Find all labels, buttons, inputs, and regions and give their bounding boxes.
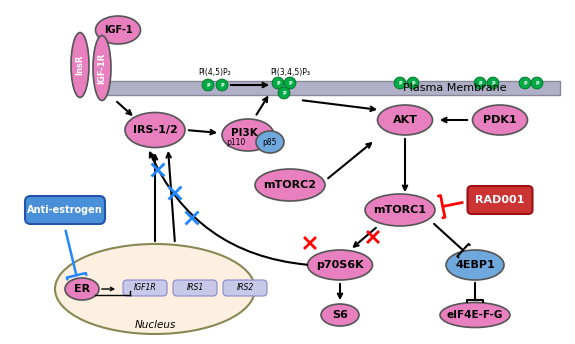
- Text: S6: S6: [332, 310, 348, 320]
- Circle shape: [407, 77, 419, 89]
- Text: P: P: [276, 80, 280, 86]
- Text: IRS2: IRS2: [236, 283, 254, 292]
- Text: P: P: [491, 80, 495, 86]
- Text: Plasma Membrane: Plasma Membrane: [403, 83, 507, 93]
- Ellipse shape: [440, 302, 510, 327]
- Text: P: P: [282, 90, 286, 96]
- Ellipse shape: [321, 304, 359, 326]
- Ellipse shape: [255, 169, 325, 201]
- Text: P: P: [220, 83, 224, 87]
- Ellipse shape: [95, 16, 140, 44]
- Text: P: P: [535, 80, 539, 86]
- Circle shape: [216, 79, 228, 91]
- Text: p110: p110: [227, 138, 246, 147]
- Ellipse shape: [55, 244, 255, 334]
- Circle shape: [284, 77, 296, 89]
- Ellipse shape: [125, 112, 185, 148]
- Ellipse shape: [65, 278, 99, 300]
- Ellipse shape: [256, 131, 284, 153]
- Text: Anti-estrogen: Anti-estrogen: [27, 205, 103, 215]
- Ellipse shape: [446, 250, 504, 280]
- Text: Nucleus: Nucleus: [135, 320, 176, 330]
- Circle shape: [474, 77, 486, 89]
- Text: eIF4E-F-G: eIF4E-F-G: [447, 310, 503, 320]
- FancyBboxPatch shape: [25, 196, 105, 224]
- Text: P: P: [411, 80, 415, 86]
- FancyBboxPatch shape: [223, 280, 267, 296]
- Text: IRS1: IRS1: [186, 283, 204, 292]
- Text: AKT: AKT: [393, 115, 417, 125]
- Text: IGF1R: IGF1R: [133, 283, 156, 292]
- Text: P: P: [206, 83, 210, 87]
- Bar: [100, 81, 560, 95]
- FancyBboxPatch shape: [173, 280, 217, 296]
- Ellipse shape: [222, 119, 274, 151]
- FancyBboxPatch shape: [123, 280, 167, 296]
- Text: PI3K: PI3K: [231, 128, 258, 138]
- Ellipse shape: [308, 250, 373, 280]
- Text: mTORC1: mTORC1: [374, 205, 427, 215]
- Ellipse shape: [365, 194, 435, 226]
- Circle shape: [487, 77, 499, 89]
- Text: PI(4,5)P₂: PI(4,5)P₂: [198, 67, 231, 76]
- Text: IGF-1: IGF-1: [104, 25, 132, 35]
- Ellipse shape: [93, 35, 111, 100]
- Circle shape: [278, 87, 290, 99]
- Text: InsR: InsR: [75, 55, 85, 75]
- Text: PDK1: PDK1: [483, 115, 517, 125]
- Ellipse shape: [378, 105, 432, 135]
- Ellipse shape: [71, 32, 89, 97]
- Circle shape: [394, 77, 406, 89]
- Text: ER: ER: [74, 284, 90, 294]
- Text: RAD001: RAD001: [476, 195, 524, 205]
- Text: P: P: [523, 80, 527, 86]
- Text: P: P: [398, 80, 402, 86]
- Text: P: P: [478, 80, 482, 86]
- Text: mTORC2: mTORC2: [263, 180, 316, 190]
- Circle shape: [272, 77, 284, 89]
- Circle shape: [531, 77, 543, 89]
- Circle shape: [519, 77, 531, 89]
- Text: P: P: [288, 80, 292, 86]
- Ellipse shape: [473, 105, 527, 135]
- Text: p70S6K: p70S6K: [316, 260, 364, 270]
- Circle shape: [202, 79, 214, 91]
- Text: PI(3,4,5)P₃: PI(3,4,5)P₃: [270, 67, 310, 76]
- Text: 4EBP1: 4EBP1: [455, 260, 495, 270]
- Text: IGF-1R: IGF-1R: [98, 52, 106, 84]
- FancyBboxPatch shape: [467, 186, 532, 214]
- Text: IRS-1/2: IRS-1/2: [133, 125, 177, 135]
- Text: p85: p85: [263, 138, 277, 147]
